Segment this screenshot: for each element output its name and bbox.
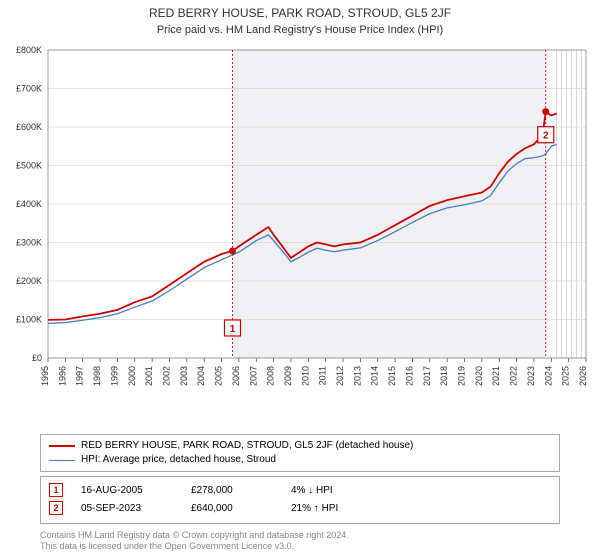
svg-text:1998: 1998 — [92, 366, 102, 386]
svg-text:2011: 2011 — [318, 366, 328, 385]
svg-text:1995: 1995 — [40, 366, 50, 386]
svg-text:1997: 1997 — [75, 366, 85, 386]
svg-text:2004: 2004 — [196, 366, 206, 386]
svg-text:2023: 2023 — [526, 366, 536, 386]
legend-item: HPI: Average price, detached house, Stro… — [49, 453, 551, 467]
svg-text:2001: 2001 — [144, 366, 154, 386]
svg-text:2015: 2015 — [387, 366, 397, 386]
legend-label: RED BERRY HOUSE, PARK ROAD, STROUD, GL5 … — [81, 439, 413, 453]
events-table: 1 16-AUG-2005£278,0004% ↓ HPI 2 05-SEP-2023… — [40, 476, 560, 524]
event-price: £640,000 — [191, 503, 291, 514]
event-row: 1 16-AUG-2005£278,0004% ↓ HPI — [49, 483, 551, 497]
event-marker: 1 — [49, 483, 63, 497]
svg-text:2008: 2008 — [266, 366, 276, 386]
svg-text:1999: 1999 — [109, 366, 119, 386]
svg-text:£300K: £300K — [16, 238, 42, 248]
svg-text:2005: 2005 — [214, 366, 224, 386]
event-row: 2 05-SEP-2023£640,00021% ↑ HPI — [49, 501, 551, 515]
svg-text:2025: 2025 — [561, 366, 571, 386]
legend-item: RED BERRY HOUSE, PARK ROAD, STROUD, GL5 … — [49, 439, 551, 453]
chart-area: £0 £100K £200K £300K £400K £500K £600K £700K £80… — [0, 44, 600, 394]
svg-text:2016: 2016 — [404, 366, 414, 386]
line-chart-svg: £0 £100K £200K £300K £400K £500K £600K £700K £80… — [0, 44, 600, 394]
event-delta: 21% ↑ HPI — [291, 503, 411, 514]
event-marker: 2 — [49, 501, 63, 515]
svg-text:2020: 2020 — [474, 366, 484, 386]
svg-text:2026: 2026 — [578, 366, 588, 386]
svg-text:£600K: £600K — [16, 122, 42, 132]
footer-attribution: Contains HM Land Registry data © Crown c… — [40, 530, 349, 552]
chart-subtitle: Price paid vs. HM Land Registry's House … — [0, 20, 600, 36]
svg-text:2010: 2010 — [300, 366, 310, 386]
svg-text:2019: 2019 — [457, 366, 467, 386]
event-date: 16-AUG-2005 — [81, 485, 191, 496]
svg-text:2000: 2000 — [127, 366, 137, 386]
svg-text:£200K: £200K — [16, 276, 42, 286]
event-price: £278,000 — [191, 485, 291, 496]
footer-line-1: Contains HM Land Registry data © Crown c… — [40, 530, 349, 541]
svg-text:£500K: £500K — [16, 161, 42, 171]
footer-line-2: This data is licensed under the Open Gov… — [40, 541, 349, 552]
svg-text:£800K: £800K — [16, 45, 42, 55]
svg-text:2013: 2013 — [352, 366, 362, 386]
svg-text:2017: 2017 — [422, 366, 432, 386]
svg-text:1: 1 — [230, 324, 236, 335]
svg-text:2006: 2006 — [231, 366, 241, 386]
svg-text:2009: 2009 — [283, 366, 293, 386]
chart-title: RED BERRY HOUSE, PARK ROAD, STROUD, GL5 … — [0, 0, 600, 20]
legend-swatch — [49, 460, 75, 461]
svg-text:£0: £0 — [32, 353, 42, 363]
svg-text:£700K: £700K — [16, 84, 42, 94]
svg-text:£100K: £100K — [16, 315, 42, 325]
event-date: 05-SEP-2023 — [81, 503, 191, 514]
legend: RED BERRY HOUSE, PARK ROAD, STROUD, GL5 … — [40, 434, 560, 472]
svg-text:2002: 2002 — [161, 366, 171, 386]
svg-text:2021: 2021 — [491, 366, 501, 386]
svg-text:2012: 2012 — [335, 366, 345, 386]
svg-text:2022: 2022 — [509, 366, 519, 386]
svg-text:2018: 2018 — [439, 366, 449, 386]
svg-text:2: 2 — [543, 131, 549, 142]
svg-text:2024: 2024 — [543, 366, 553, 386]
event-delta: 4% ↓ HPI — [291, 485, 411, 496]
svg-text:1996: 1996 — [57, 366, 67, 386]
svg-text:£400K: £400K — [16, 199, 42, 209]
svg-text:2014: 2014 — [370, 366, 380, 386]
legend-label: HPI: Average price, detached house, Stro… — [81, 453, 276, 467]
svg-text:2007: 2007 — [248, 366, 258, 386]
chart-container: RED BERRY HOUSE, PARK ROAD, STROUD, GL5 … — [0, 0, 600, 560]
legend-swatch — [49, 445, 75, 447]
svg-text:2003: 2003 — [179, 366, 189, 386]
